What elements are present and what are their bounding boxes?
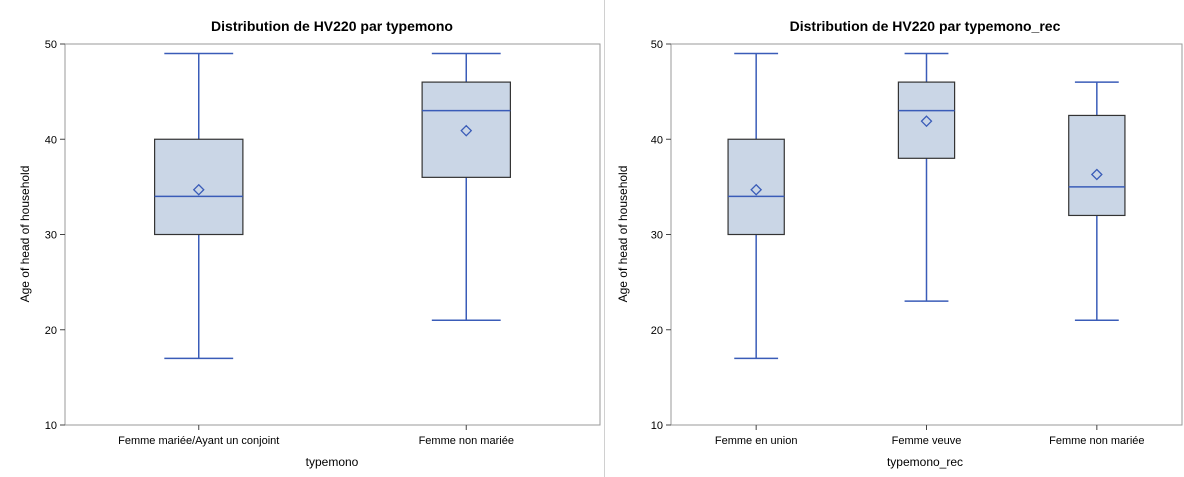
y-tick-label: 30 xyxy=(45,230,57,242)
box-iqr xyxy=(727,138,785,236)
plot-frame xyxy=(64,43,601,426)
y-tick-label: 50 xyxy=(45,39,57,51)
chart-panel-typemono-rec: Distribution de HV220 par typemono_rec t… xyxy=(604,0,1184,477)
y-axis-label: Age of head of household xyxy=(18,166,32,303)
y-axis-label: Age of head of household xyxy=(616,166,630,303)
category-label: Femme en union xyxy=(715,435,798,447)
category-label: Femme mariée/Ayant un conjoint xyxy=(118,435,279,447)
box-iqr xyxy=(421,81,511,178)
box-iqr xyxy=(154,138,244,236)
box-iqr xyxy=(1068,114,1126,217)
mean-marker xyxy=(750,183,763,196)
boxplot-typemono-rec: Distribution de HV220 par typemono_rec t… xyxy=(616,18,1183,469)
box-iqr xyxy=(897,81,956,159)
chart-panel-typemono: Distribution de HV220 par typemono typem… xyxy=(18,18,601,469)
y-tick-label: 10 xyxy=(45,420,57,432)
y-tick-label: 10 xyxy=(651,420,663,432)
category-label: Femme non mariée xyxy=(1049,435,1144,447)
x-axis-label: typemono_rec xyxy=(887,455,963,469)
chart-title: Distribution de HV220 par typemono_rec xyxy=(790,18,1061,34)
y-tick-label: 40 xyxy=(651,134,663,146)
category-label: Femme veuve xyxy=(892,435,962,447)
mean-marker xyxy=(1090,168,1103,181)
category-label: Femme non mariée xyxy=(419,435,514,447)
y-tick-label: 50 xyxy=(651,39,663,51)
boxplot-typemono: Distribution de HV220 par typemono typem… xyxy=(18,18,601,469)
y-tick-label: 40 xyxy=(45,134,57,146)
mean-marker xyxy=(460,124,473,137)
x-axis-label: typemono xyxy=(306,455,359,469)
y-tick-label: 30 xyxy=(651,230,663,242)
mean-marker xyxy=(920,115,933,128)
y-tick-label: 20 xyxy=(45,325,57,337)
mean-marker xyxy=(192,183,205,196)
chart-title: Distribution de HV220 par typemono xyxy=(211,18,453,34)
y-tick-label: 20 xyxy=(651,325,663,337)
